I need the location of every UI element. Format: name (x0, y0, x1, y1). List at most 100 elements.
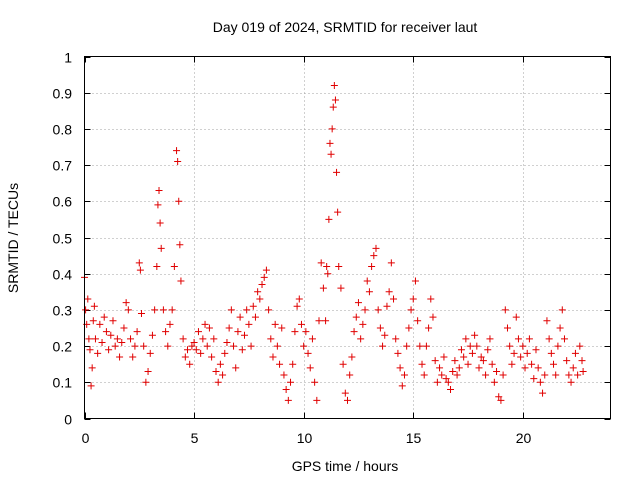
data-point (383, 302, 391, 310)
data-point (339, 360, 347, 368)
data-point (271, 320, 279, 328)
data-point (420, 371, 428, 379)
y-axis-label: SRMTID / TECUs (5, 183, 21, 293)
data-point (210, 335, 218, 343)
data-point (563, 357, 571, 365)
data-point (381, 331, 389, 339)
data-point (265, 306, 273, 314)
data-point (499, 371, 507, 379)
data-point (133, 328, 141, 336)
data-point (184, 346, 192, 354)
x-axis-label: GPS time / hours (292, 458, 399, 474)
data-point (341, 389, 349, 397)
data-point (433, 378, 441, 386)
data-point (96, 320, 104, 328)
data-point (348, 353, 356, 361)
data-point (330, 81, 338, 89)
data-point (346, 371, 354, 379)
data-point (569, 364, 577, 372)
data-point (258, 281, 266, 289)
data-point (159, 306, 167, 314)
data-point (376, 324, 384, 332)
data-point (127, 335, 135, 343)
data-point (136, 266, 144, 274)
data-point (144, 367, 152, 375)
data-point (102, 328, 110, 336)
y-tick-label: 0.7 (53, 158, 73, 174)
data-point (528, 360, 536, 368)
data-point (328, 125, 336, 133)
data-point (234, 328, 242, 336)
data-point (192, 346, 200, 354)
plot-frame (84, 56, 611, 419)
data-point (315, 317, 323, 325)
data-point (247, 342, 255, 350)
data-point (396, 364, 404, 372)
data-point (118, 338, 126, 346)
data-point (514, 335, 522, 343)
data-point (306, 364, 314, 372)
data-point (574, 371, 582, 379)
data-point (269, 353, 277, 361)
data-point (262, 266, 270, 274)
data-point (501, 306, 509, 314)
data-point (427, 295, 435, 303)
data-point (225, 324, 233, 332)
data-point (221, 349, 229, 357)
data-point (322, 317, 330, 325)
data-point (508, 360, 516, 368)
data-point (162, 328, 170, 336)
data-point (311, 378, 319, 386)
data-point (120, 324, 128, 332)
data-point (181, 353, 189, 361)
data-point (238, 346, 246, 354)
x-tick-label: 5 (191, 430, 199, 446)
data-point (466, 342, 474, 350)
data-point (98, 338, 106, 346)
data-point (212, 367, 220, 375)
data-point (251, 313, 259, 321)
data-point (398, 382, 406, 390)
data-point (379, 342, 387, 350)
data-point (156, 219, 164, 227)
data-point (547, 349, 555, 357)
data-point (403, 342, 411, 350)
data-point (113, 335, 121, 343)
data-point (477, 353, 485, 361)
data-point (291, 328, 299, 336)
data-point (365, 288, 373, 296)
x-tick-label: 20 (516, 430, 532, 446)
data-point (232, 364, 240, 372)
data-point (333, 168, 341, 176)
data-point (490, 378, 498, 386)
data-point (444, 378, 452, 386)
data-point (387, 259, 395, 267)
data-point (372, 244, 380, 252)
data-point (392, 335, 400, 343)
data-point (495, 393, 503, 401)
data-point (512, 313, 520, 321)
data-point (297, 320, 305, 328)
data-point (166, 320, 174, 328)
data-point (88, 364, 96, 372)
data-point (560, 335, 568, 343)
data-point (230, 342, 238, 350)
data-point (473, 342, 481, 350)
data-point (313, 396, 321, 404)
data-point (567, 378, 575, 386)
data-point (497, 396, 505, 404)
data-point (146, 349, 154, 357)
data-point (131, 342, 139, 350)
data-point (85, 335, 93, 343)
data-point (240, 331, 248, 339)
data-point (565, 371, 573, 379)
data-point (385, 288, 393, 296)
data-point (571, 349, 579, 357)
y-tick-label: 0.8 (53, 122, 73, 138)
data-point (87, 382, 95, 390)
data-point (154, 201, 162, 209)
data-point (304, 349, 312, 357)
data-point (475, 364, 483, 372)
data-point (293, 302, 301, 310)
